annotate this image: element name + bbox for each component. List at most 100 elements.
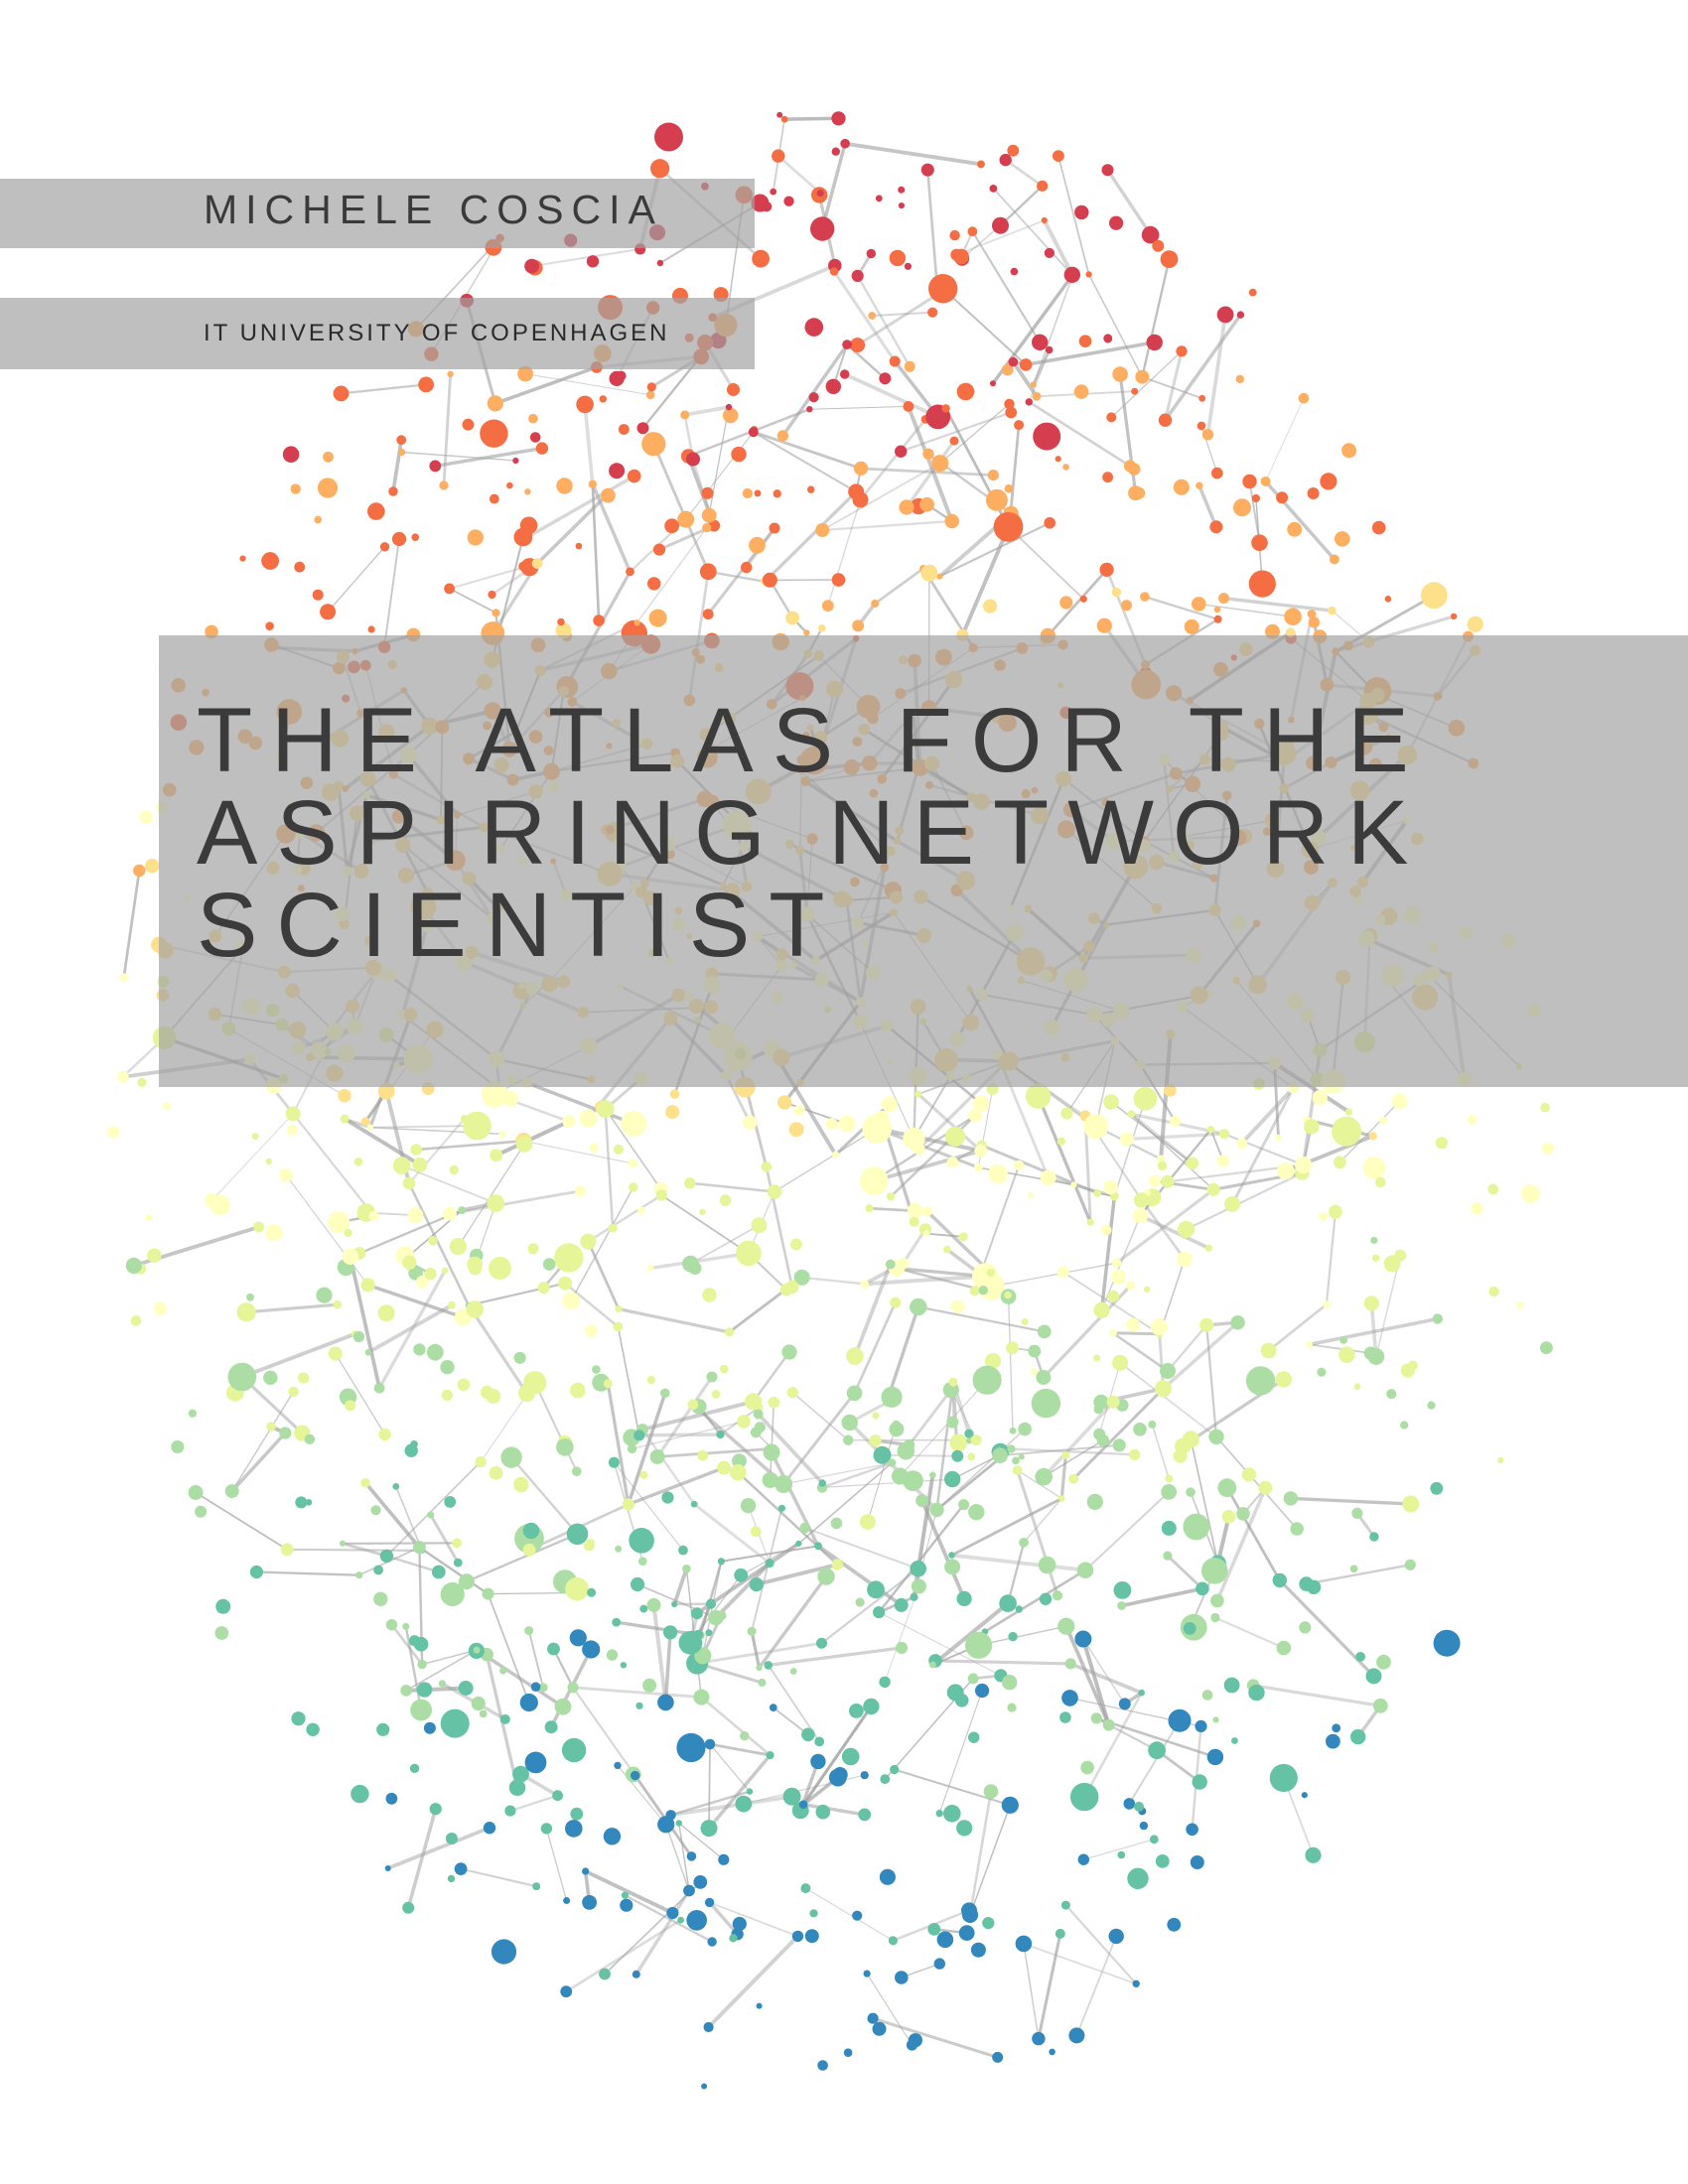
network-node (691, 1607, 703, 1620)
network-edge (856, 293, 939, 346)
network-node (1074, 1630, 1092, 1648)
network-edge (606, 1383, 631, 1505)
network-node (360, 1117, 370, 1127)
network-node (1211, 467, 1223, 479)
network-node (440, 1708, 470, 1738)
network-node (1149, 1174, 1161, 1187)
network-node (171, 1440, 185, 1453)
network-node (1018, 1453, 1025, 1460)
network-node (1319, 1211, 1328, 1221)
network-node (1080, 1760, 1094, 1775)
network-edge (1032, 348, 1052, 386)
network-node (492, 609, 500, 617)
network-edge (1099, 1195, 1117, 1310)
network-node (535, 442, 549, 455)
network-edge (685, 431, 755, 520)
network-node (586, 1539, 595, 1548)
network-node (1306, 1579, 1322, 1595)
network-node (968, 1504, 985, 1521)
network-node (700, 1820, 718, 1838)
network-node (558, 1276, 573, 1291)
network-node (487, 395, 503, 412)
network-edge (1112, 1331, 1160, 1336)
network-node (852, 619, 865, 632)
network-edge (527, 1630, 544, 1689)
network-node (410, 1440, 418, 1448)
network-node (1334, 1156, 1346, 1169)
network-node (832, 1151, 840, 1159)
network-node (732, 1453, 747, 1468)
network-node (562, 1115, 576, 1129)
network-node (239, 555, 246, 562)
network-edge (1062, 1271, 1161, 1335)
network-node (367, 625, 375, 633)
network-node (351, 1784, 369, 1804)
network-edge (707, 1934, 799, 2029)
network-node (657, 1816, 675, 1834)
network-edge (894, 1768, 1011, 1807)
network-node (1070, 1181, 1077, 1188)
network-node (970, 1434, 982, 1446)
network-edge (494, 1119, 570, 1158)
network-node (786, 1387, 798, 1399)
network-node (1109, 215, 1124, 230)
network-node (340, 1114, 350, 1124)
network-node (777, 1095, 792, 1110)
network-node (205, 624, 218, 639)
network-node (1363, 1296, 1379, 1311)
network-node (825, 378, 841, 394)
network-node (642, 1678, 657, 1693)
network-node (840, 138, 850, 149)
network-edge (523, 1140, 633, 1164)
network-edge (678, 1823, 690, 1891)
network-edge (992, 188, 1073, 276)
network-node (133, 864, 146, 878)
network-node (737, 1415, 751, 1429)
network-node (338, 1089, 352, 1103)
network-node (119, 973, 128, 982)
network-node (647, 577, 661, 591)
network-edge (1112, 1331, 1169, 1373)
network-edge (882, 1453, 958, 1457)
network-node (582, 1640, 601, 1659)
network-node (809, 1909, 818, 1918)
network-node (439, 480, 449, 490)
network-node (1206, 1126, 1214, 1134)
network-node (1235, 374, 1245, 384)
network-node (423, 1721, 436, 1734)
network-node (460, 1114, 469, 1123)
network-node (1251, 493, 1260, 503)
network-node (377, 1082, 395, 1100)
network-node (556, 1438, 574, 1456)
network-node (1176, 345, 1188, 357)
network-node (1006, 1341, 1019, 1355)
network-node (1149, 1835, 1159, 1844)
network-edge (1198, 603, 1294, 617)
network-node (1351, 1507, 1363, 1519)
network-edge (383, 538, 400, 647)
network-node (227, 1362, 257, 1392)
network-edge (832, 270, 897, 362)
network-edge (756, 1563, 838, 1586)
network-edge (925, 1210, 993, 1275)
network-edge (672, 1568, 689, 1605)
network-node (1497, 1456, 1504, 1464)
network-edge (407, 1182, 471, 1306)
network-node (524, 1751, 547, 1774)
network-node (522, 1522, 540, 1540)
network-edge (587, 1193, 662, 1243)
network-node (982, 1917, 995, 1930)
network-node (665, 1105, 680, 1120)
network-node (702, 609, 714, 620)
network-edge (752, 1351, 790, 1403)
network-edge (526, 1081, 634, 1126)
network-node (355, 1571, 363, 1579)
network-edge (564, 1282, 620, 1328)
network-node (531, 558, 543, 569)
network-node (719, 1364, 729, 1374)
network-node (391, 531, 407, 547)
network-node (841, 1414, 858, 1432)
network-node (428, 1236, 438, 1246)
network-node (527, 1243, 539, 1255)
network-edge (781, 343, 849, 437)
